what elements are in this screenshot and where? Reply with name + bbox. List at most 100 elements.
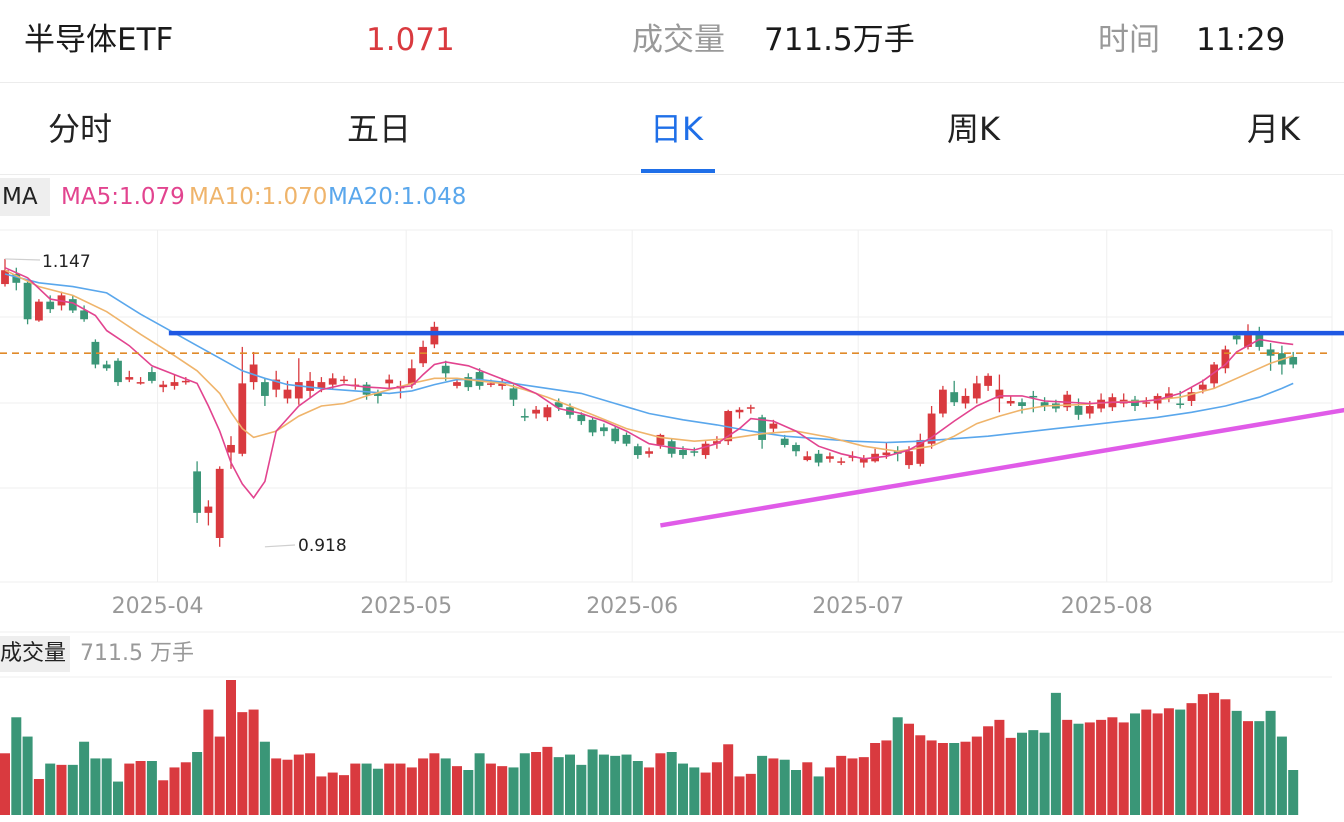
candle-body: [136, 382, 145, 384]
volume-bar: [1197, 694, 1208, 815]
candle: [1018, 398, 1026, 414]
volume-bar: [1062, 719, 1073, 815]
volume-bar: [33, 779, 44, 815]
ma5-line: [4, 266, 1294, 500]
volume-bar: [372, 768, 383, 815]
candle-body: [317, 382, 326, 389]
candle: [701, 441, 710, 459]
tab-monthly-k[interactable]: 月K: [1247, 110, 1300, 148]
ma-selector[interactable]: MA: [0, 178, 50, 216]
candle: [792, 442, 800, 457]
candle: [939, 385, 947, 418]
candle-body: [611, 428, 620, 442]
tab-daily-k[interactable]: 日K: [650, 110, 703, 148]
candle-body: [249, 364, 258, 383]
candle-body: [204, 506, 213, 513]
candle-body: [68, 299, 77, 311]
candle-body: [690, 451, 699, 453]
candle: [1029, 390, 1038, 413]
candle: [35, 299, 43, 322]
x-tick-label: 2025-04: [112, 594, 204, 619]
candle: [1221, 345, 1230, 374]
candle-body: [35, 301, 43, 321]
candle-body: [12, 274, 21, 283]
candle: [837, 457, 846, 466]
candle-body: [170, 382, 179, 386]
volume-indicator-selector[interactable]: 成交量: [0, 636, 70, 672]
candle: [984, 373, 992, 391]
volume-bar: [1039, 732, 1050, 815]
price-annotations: 1.147 0.918: [4, 252, 347, 556]
candle-body: [939, 389, 947, 414]
candle: [1063, 390, 1072, 412]
tab-weekly-k[interactable]: 周K: [947, 110, 1000, 148]
volume-legend: 成交量 711.5 万手: [0, 636, 1344, 672]
candle: [1074, 398, 1083, 420]
volume-bar: [463, 770, 474, 815]
tab-intraday[interactable]: 分时: [48, 110, 113, 148]
volume-bar: [1163, 708, 1174, 815]
candle-body: [1255, 334, 1264, 347]
volume-bar: [1073, 723, 1084, 815]
candle: [1040, 397, 1049, 412]
volume-bar: [711, 762, 722, 815]
candle: [622, 432, 631, 447]
security-name: 半导体ETF: [24, 22, 174, 58]
candle-body: [600, 427, 608, 432]
candle: [746, 404, 755, 414]
volume-bar: [1050, 692, 1061, 815]
volume-bar: [1265, 710, 1276, 815]
volume-bar: [1096, 719, 1107, 815]
candle-body: [91, 341, 100, 365]
volume-bar: [316, 776, 327, 815]
candle: [396, 380, 405, 399]
volume-bar: [418, 758, 429, 815]
period-tabs: 分时 五日 日K 周K 月K: [0, 83, 1344, 173]
candle-body: [701, 443, 710, 456]
candle-body: [430, 326, 439, 345]
candle-body: [193, 471, 201, 513]
candle-body: [102, 364, 111, 369]
volume-bar: [531, 752, 542, 815]
volume-bar: [1141, 709, 1152, 815]
volume-value: 711.5万手: [764, 22, 915, 58]
volume-bar: [1209, 692, 1220, 815]
candle: [950, 380, 959, 406]
tab-five-day[interactable]: 五日: [347, 110, 412, 148]
volume-bar: [90, 758, 101, 815]
volume-bar: [203, 709, 214, 815]
volume-bar: [745, 773, 756, 815]
candle: [1210, 362, 1218, 389]
volume-bar: [610, 755, 621, 815]
candle-body: [306, 380, 314, 391]
volume-bar: [22, 736, 33, 815]
candle-body: [340, 379, 348, 382]
candle: [961, 388, 970, 409]
candle-body: [803, 456, 812, 461]
candle-body: [780, 438, 789, 445]
candle: [803, 451, 812, 462]
candle-body: [1063, 394, 1072, 408]
volume-bar: [282, 759, 293, 815]
candle-body: [724, 411, 733, 442]
candle-body: [1006, 400, 1015, 404]
volume-bar: [508, 767, 519, 815]
candle: [1119, 393, 1128, 408]
x-tick-label: 2025-08: [1061, 594, 1153, 619]
candle: [170, 374, 179, 390]
candle-body: [1, 270, 9, 285]
candle-body: [464, 377, 473, 388]
candle-body: [1210, 364, 1218, 384]
candle-body: [1244, 334, 1252, 347]
trend-overlays: [0, 330, 1344, 528]
candle-body: [927, 413, 936, 444]
candle-body: [1018, 402, 1026, 406]
candle: [735, 407, 744, 419]
candle: [294, 358, 303, 405]
volume-bar: [791, 770, 801, 815]
candle-body: [543, 407, 552, 418]
candle-body: [882, 452, 891, 456]
volume-bar: [474, 753, 485, 815]
candle: [520, 408, 529, 422]
